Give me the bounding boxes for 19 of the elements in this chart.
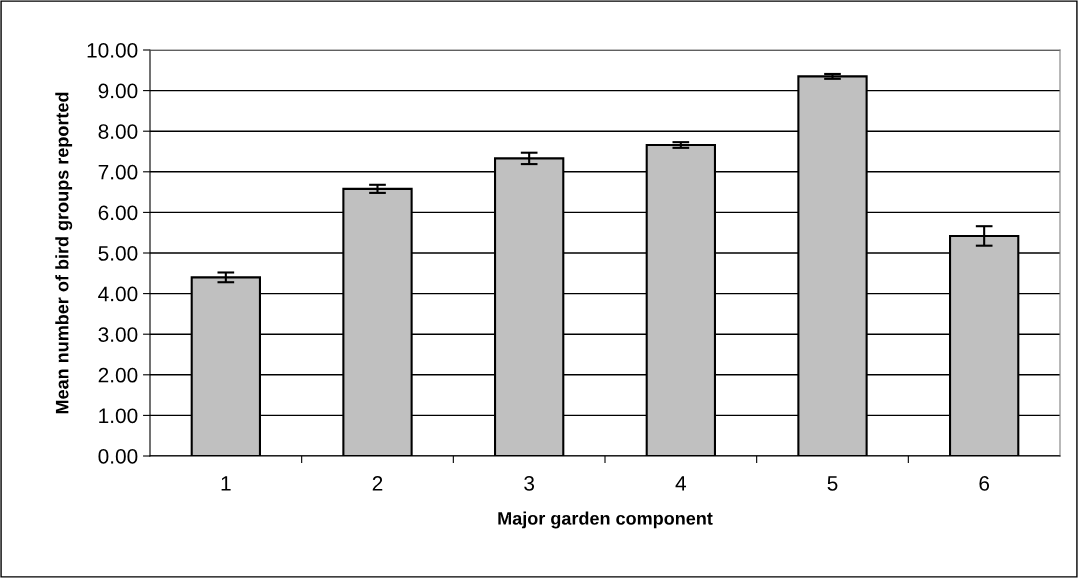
x-tick-label: 3 — [524, 475, 535, 491]
y-tick-label: 4.00 — [98, 286, 138, 302]
x-tick-label: 2 — [372, 475, 383, 491]
x-tick-label: 1 — [221, 476, 231, 491]
y-tick-label: 7.00 — [98, 164, 138, 180]
x-axis-title: Major garden component — [498, 511, 713, 529]
y-tick-label: 6.00 — [98, 205, 138, 221]
x-tick-label: 5 — [827, 476, 838, 491]
y-tick-label: 10.00 — [87, 43, 138, 58]
y-axis-title: Mean number of bird groups reported — [55, 92, 73, 414]
y-tick-label: 5.00 — [98, 246, 138, 261]
y-tick-label: 8.00 — [98, 124, 138, 139]
y-tick-label: 1.00 — [99, 408, 138, 424]
y-tick-label: 3.00 — [98, 327, 138, 342]
x-tick-label: 4 — [675, 476, 687, 491]
x-tick-label: 6 — [979, 475, 990, 491]
y-tick-label: 9.00 — [98, 83, 138, 99]
y-tick-label: 2.00 — [98, 367, 138, 383]
y-tick-label: 0.00 — [98, 449, 138, 464]
